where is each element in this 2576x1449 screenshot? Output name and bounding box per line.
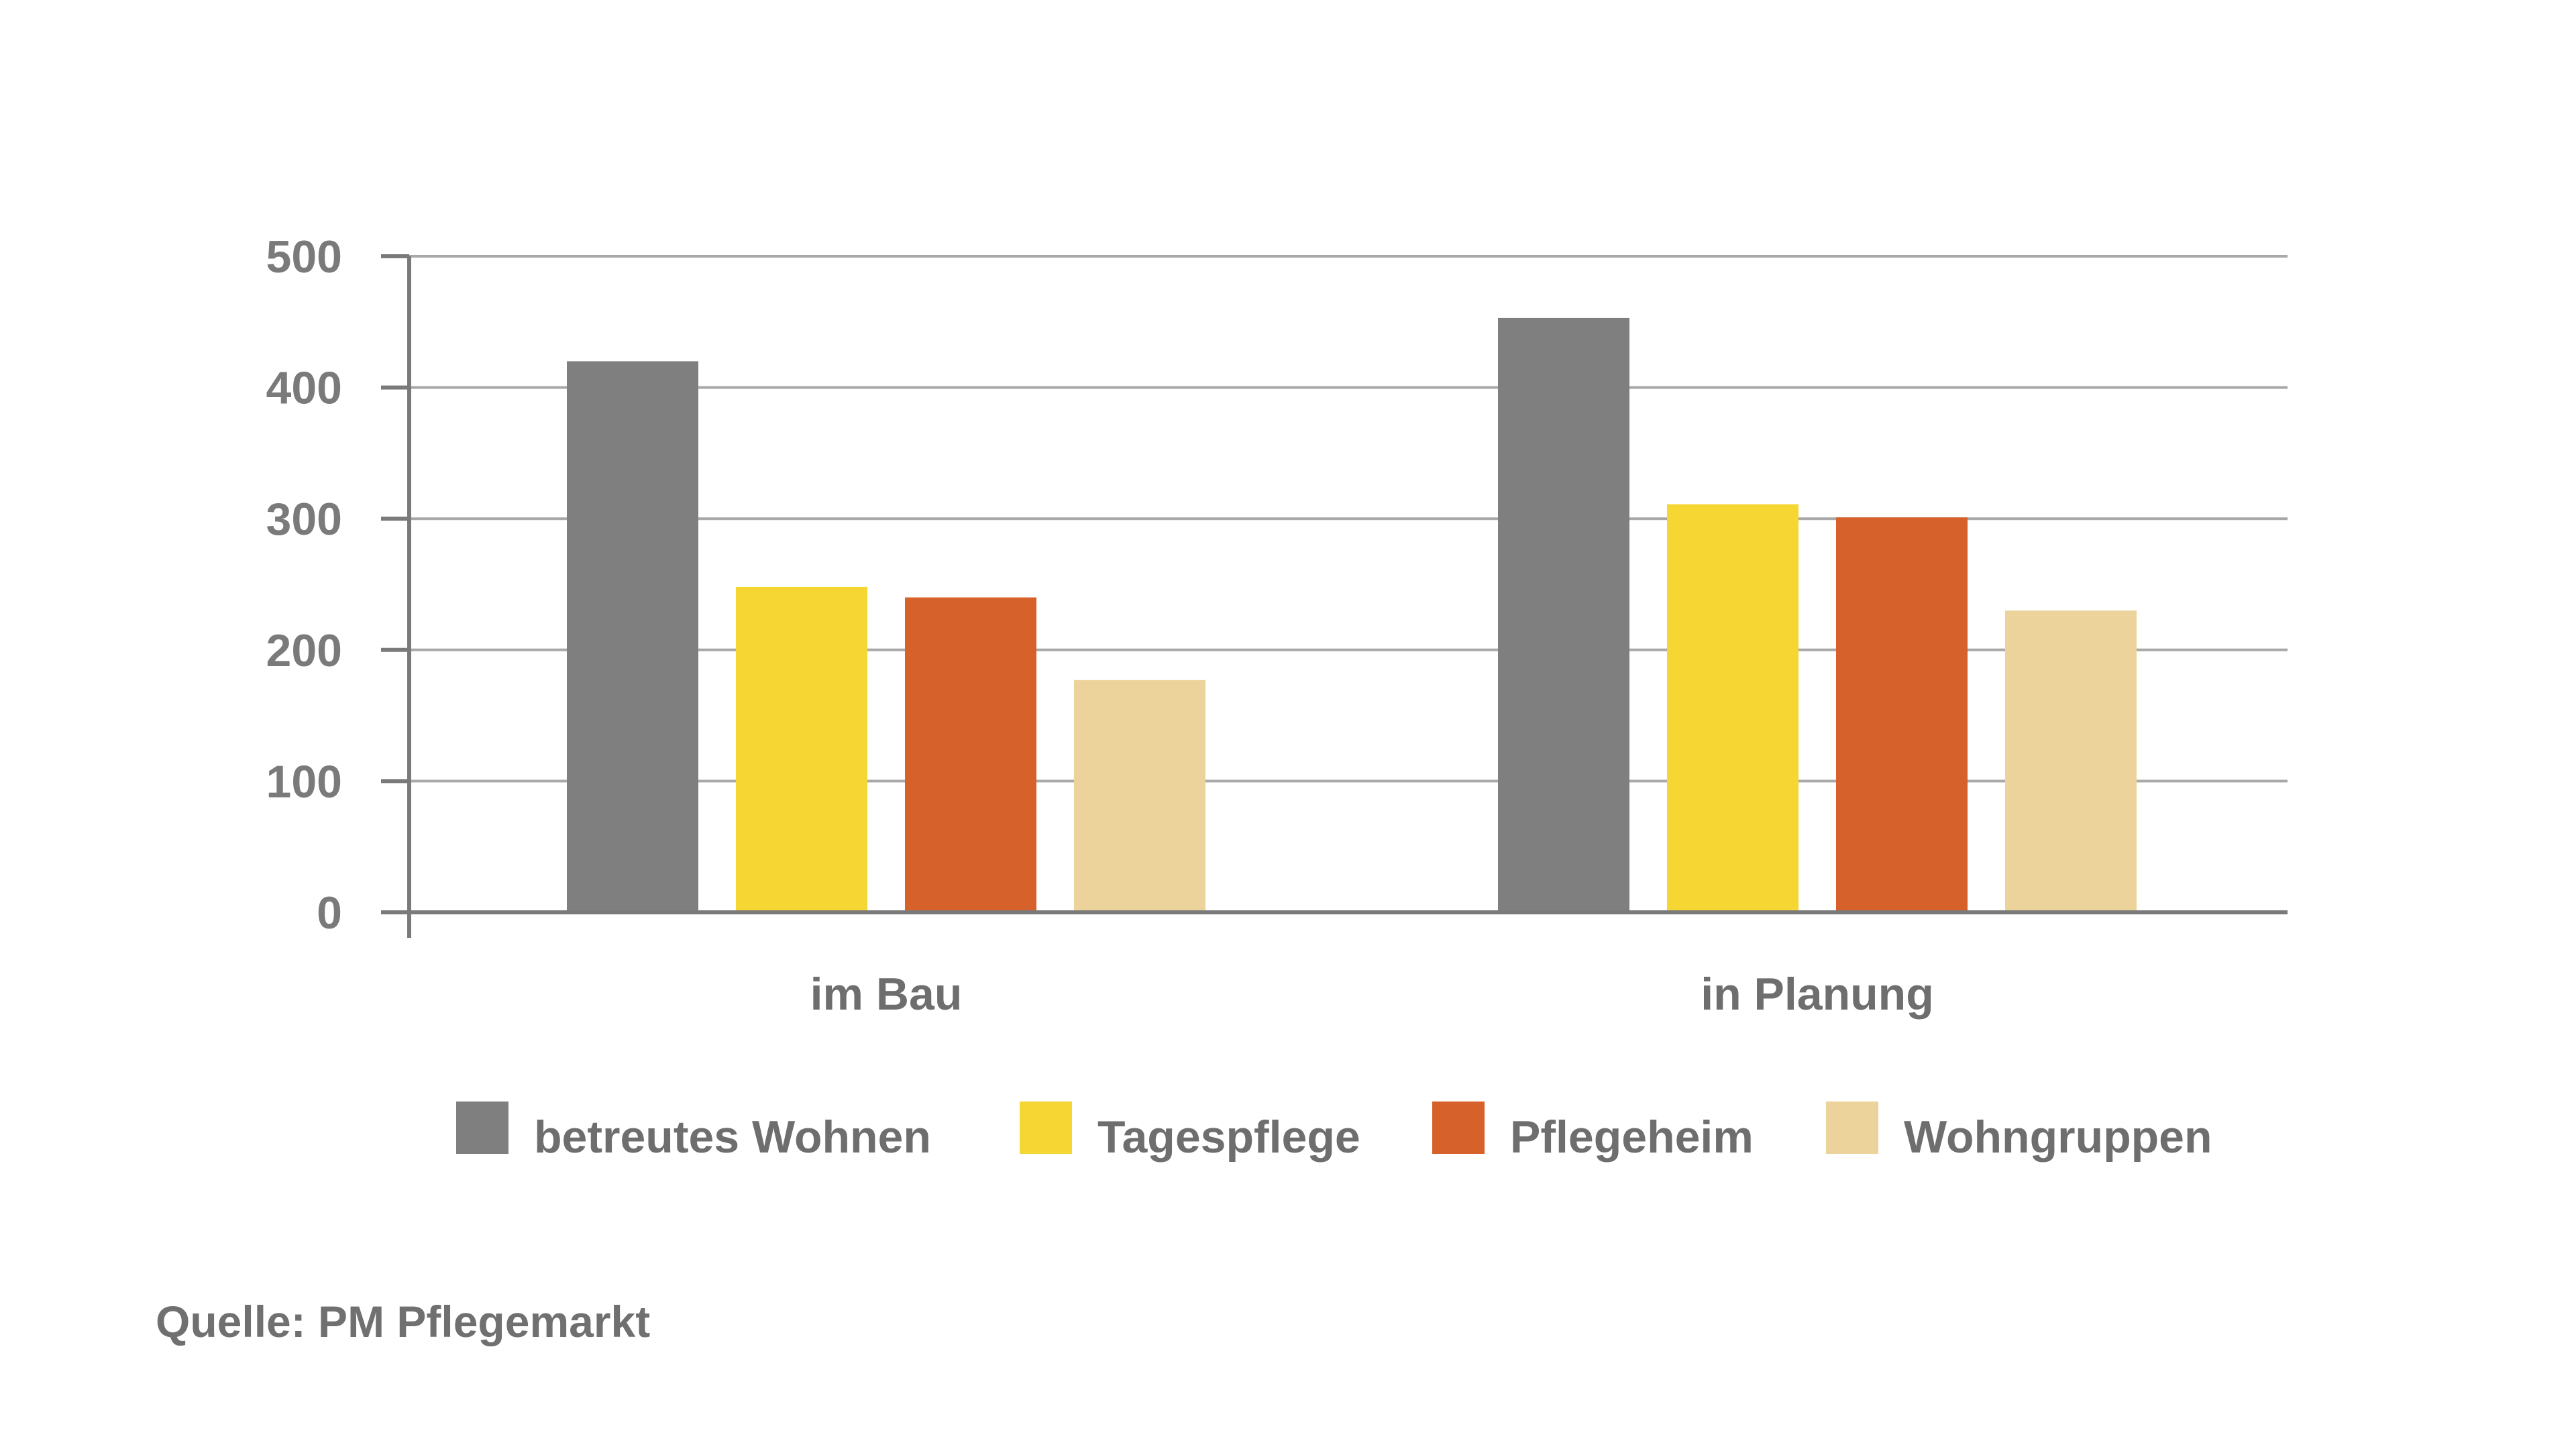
bar-1-2 [1498,317,1629,912]
legend-label: Pflegeheim [1510,1112,1754,1163]
legend-label: betreutes Wohnen [534,1112,931,1163]
legend-swatch [1432,1102,1485,1154]
y-tick-label: 300 [266,494,342,545]
legend-label: Tagespflege [1097,1112,1360,1163]
source-note: Quelle: PM Pflegemarkt [156,1297,651,1346]
legend: betreutes Wohnen Tagespflege Pflegeheim Woh… [456,1102,2212,1163]
y-tick-label: 500 [266,231,342,282]
bar-1-1 [567,361,698,912]
bar-4-2 [2005,610,2137,912]
y-axis-ticks: 0 100 200 300 400 500 [266,231,409,938]
y-tick-label: 400 [266,363,342,414]
x-category-label: in Planung [1701,969,1934,1020]
x-category-label: im Bau [810,969,963,1020]
gridlines [409,255,2288,783]
bar-2-1 [736,586,867,912]
x-axis-categories: im Bau in Planung [810,969,1934,1020]
bar-3-1 [905,597,1036,912]
legend-swatch [1826,1102,1878,1154]
y-tick-label: 100 [266,756,342,807]
y-tick-label: 0 [317,888,342,938]
legend-swatch [1020,1102,1072,1154]
axes [381,256,2288,938]
bar-3-2 [1836,517,1968,912]
legend-label: Wohngruppen [1904,1112,2212,1163]
bars [567,317,2137,912]
y-tick-label: 200 [266,625,342,676]
legend-swatch [456,1102,508,1154]
bar-2-2 [1667,504,1799,912]
bar-4-1 [1074,680,1205,912]
